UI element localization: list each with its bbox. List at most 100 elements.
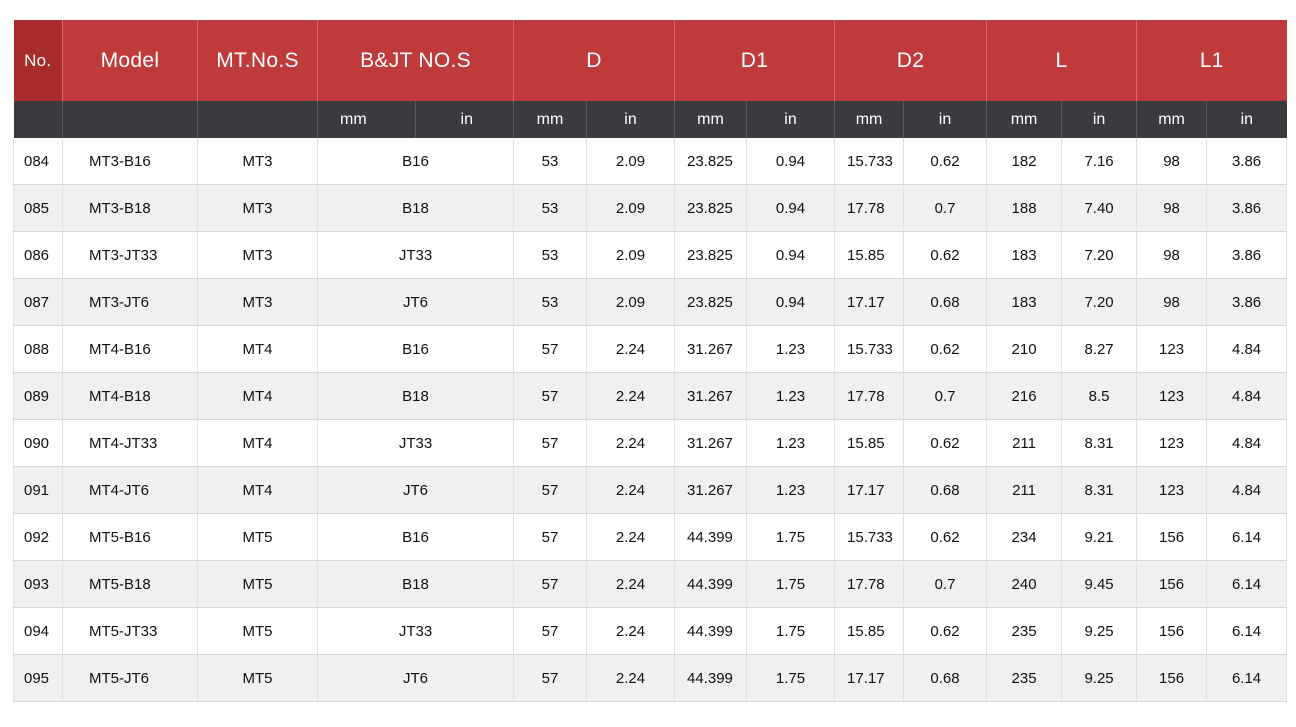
cell-l-mm: 188 <box>986 184 1063 232</box>
cell-l1-in: 3.86 <box>1206 138 1288 185</box>
cell-mt-no: MT5 <box>197 513 318 561</box>
cell-d1-mm: 31.267 <box>674 325 747 373</box>
cell-l1-in: 4.84 <box>1206 372 1288 420</box>
cell-l-mm: 183 <box>986 278 1063 326</box>
cell-no: 087 <box>13 278 63 326</box>
cell-no: 089 <box>13 372 63 420</box>
cell-l1-mm: 156 <box>1136 607 1208 655</box>
cell-d2-mm: 17.17 <box>834 654 905 702</box>
cell-no: 085 <box>13 184 63 232</box>
cell-d2-mm: 15.85 <box>834 607 905 655</box>
cell-no: 084 <box>13 138 63 185</box>
cell-d2-in: 0.68 <box>903 466 988 514</box>
unit-mm: mm <box>1136 101 1208 138</box>
cell-l-in: 7.40 <box>1061 184 1138 232</box>
cell-bjt-no: JT6 <box>317 278 514 326</box>
table-row: 090 MT4-JT33 MT4 JT33 57 2.24 31.267 1.23 15.85 0… <box>13 419 1288 467</box>
table-row: 085 MT3-B18 MT3 B18 53 2.09 23.825 0.94 17.78 0.7… <box>13 184 1288 232</box>
cell-d1-mm: 44.399 <box>674 607 747 655</box>
spec-table-container: No. Model MT.No.S B&JT NO.S D D1 D2 L L1… <box>13 20 1288 702</box>
cell-l1-in: 3.86 <box>1206 278 1288 326</box>
cell-d-mm: 57 <box>513 466 587 514</box>
cell-d-in: 2.24 <box>586 607 675 655</box>
cell-l-in: 8.31 <box>1061 419 1138 467</box>
column-header-d2: D2 <box>834 20 988 101</box>
cell-bjt-no: JT33 <box>317 607 514 655</box>
cell-d-mm: 57 <box>513 560 587 608</box>
unit-mm: mm <box>986 101 1063 138</box>
unit-in: in <box>1061 101 1138 138</box>
cell-l-mm: 182 <box>986 138 1063 185</box>
column-header-model: Model <box>62 20 198 101</box>
cell-mt-no: MT4 <box>197 325 318 373</box>
cell-l1-in: 6.14 <box>1206 654 1288 702</box>
cell-d2-mm: 17.78 <box>834 184 905 232</box>
cell-d2-in: 0.62 <box>903 513 988 561</box>
cell-mt-no: MT3 <box>197 184 318 232</box>
cell-model: MT5-B18 <box>62 560 198 608</box>
cell-d-in: 2.24 <box>586 325 675 373</box>
column-header-bjt-no: B&JT NO.S <box>317 20 514 101</box>
cell-l-in: 8.5 <box>1061 372 1138 420</box>
unit-mm: mm <box>834 101 905 138</box>
cell-no: 090 <box>13 419 63 467</box>
cell-mt-no: MT5 <box>197 560 318 608</box>
cell-model: MT4-B18 <box>62 372 198 420</box>
cell-d-in: 2.24 <box>586 513 675 561</box>
cell-d2-in: 0.62 <box>903 419 988 467</box>
header-row: No. Model MT.No.S B&JT NO.S D D1 D2 L L1 <box>13 20 1287 101</box>
cell-l-mm: 234 <box>986 513 1063 561</box>
cell-model: MT3-B16 <box>62 138 198 185</box>
cell-d2-mm: 17.78 <box>834 372 905 420</box>
cell-d-in: 2.24 <box>586 560 675 608</box>
cell-d-mm: 53 <box>513 231 587 279</box>
cell-d2-mm: 17.17 <box>834 466 905 514</box>
unit-mm: mm <box>674 101 747 138</box>
cell-mt-no: MT4 <box>197 419 318 467</box>
cell-l1-in: 6.14 <box>1206 560 1288 608</box>
units-row: mm in mm in mm in mm in mm in mm in <box>13 101 1287 138</box>
cell-l1-in: 4.84 <box>1206 325 1288 373</box>
cell-d1-in: 0.94 <box>746 184 836 232</box>
cell-d-mm: 57 <box>513 372 587 420</box>
cell-no: 088 <box>13 325 63 373</box>
cell-d-mm: 57 <box>513 419 587 467</box>
unit-in: in <box>1206 101 1287 138</box>
cell-d1-mm: 31.267 <box>674 466 747 514</box>
cell-l1-in: 6.14 <box>1206 513 1288 561</box>
cell-l-in: 9.25 <box>1061 654 1138 702</box>
cell-l1-mm: 123 <box>1136 466 1208 514</box>
cell-no: 095 <box>13 654 63 702</box>
cell-model: MT5-JT33 <box>62 607 198 655</box>
cell-l1-in: 4.84 <box>1206 419 1288 467</box>
cell-l-in: 8.31 <box>1061 466 1138 514</box>
cell-l1-mm: 156 <box>1136 654 1208 702</box>
cell-l-mm: 210 <box>986 325 1063 373</box>
units-cell-empty <box>197 101 318 138</box>
cell-l-in: 8.27 <box>1061 325 1138 373</box>
cell-no: 086 <box>13 231 63 279</box>
cell-d2-mm: 17.78 <box>834 560 905 608</box>
cell-d-mm: 57 <box>513 513 587 561</box>
cell-l-mm: 235 <box>986 654 1063 702</box>
cell-no: 092 <box>13 513 63 561</box>
cell-l1-mm: 123 <box>1136 372 1208 420</box>
cell-d2-mm: 15.733 <box>834 325 905 373</box>
cell-model: MT5-JT6 <box>62 654 198 702</box>
column-header-d: D <box>513 20 675 101</box>
column-header-l: L <box>986 20 1138 101</box>
cell-bjt-no: JT6 <box>317 466 514 514</box>
cell-l1-mm: 123 <box>1136 325 1208 373</box>
cell-d-in: 2.24 <box>586 466 675 514</box>
cell-l-mm: 211 <box>986 466 1063 514</box>
cell-l-in: 7.16 <box>1061 138 1138 185</box>
cell-d-in: 2.24 <box>586 654 675 702</box>
cell-d1-in: 1.23 <box>746 419 836 467</box>
table-row: 084 MT3-B16 MT3 B16 53 2.09 23.825 0.94 15.733 0.… <box>13 138 1288 185</box>
cell-d2-in: 0.7 <box>903 184 988 232</box>
cell-d2-mm: 15.85 <box>834 419 905 467</box>
cell-mt-no: MT5 <box>197 607 318 655</box>
cell-l-in: 9.25 <box>1061 607 1138 655</box>
cell-d-in: 2.09 <box>586 231 675 279</box>
cell-bjt-no: B16 <box>317 325 514 373</box>
